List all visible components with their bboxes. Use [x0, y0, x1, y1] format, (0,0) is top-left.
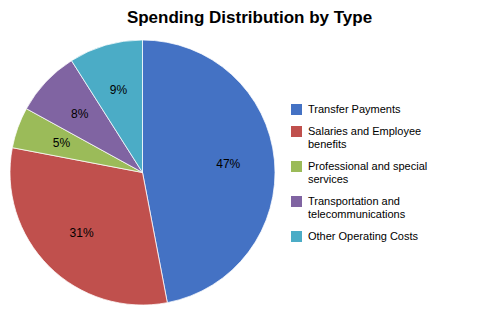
svg-text:9%: 9% — [110, 83, 128, 97]
svg-text:8%: 8% — [71, 107, 89, 121]
html-text:Transfer Payments: Transfer Payments — [308, 102, 401, 115]
svg-text:47%: 47% — [216, 157, 240, 171]
svg-text:31%: 31% — [70, 226, 94, 240]
html-text:Spending Distribution by Type: Spending Distribution by Type — [126, 8, 373, 27]
html-text:Other Operating Costs: Other Operating Costs — [308, 229, 419, 242]
svg-text:5%: 5% — [53, 136, 71, 150]
html-text:Transportation and telecommuni: Transportation and telecommunications — [308, 194, 406, 220]
html-text:Salaries and Employee benefits: Salaries and Employee benefits — [308, 124, 422, 150]
html-text:Professional and special servi: Professional and special services — [308, 159, 428, 185]
